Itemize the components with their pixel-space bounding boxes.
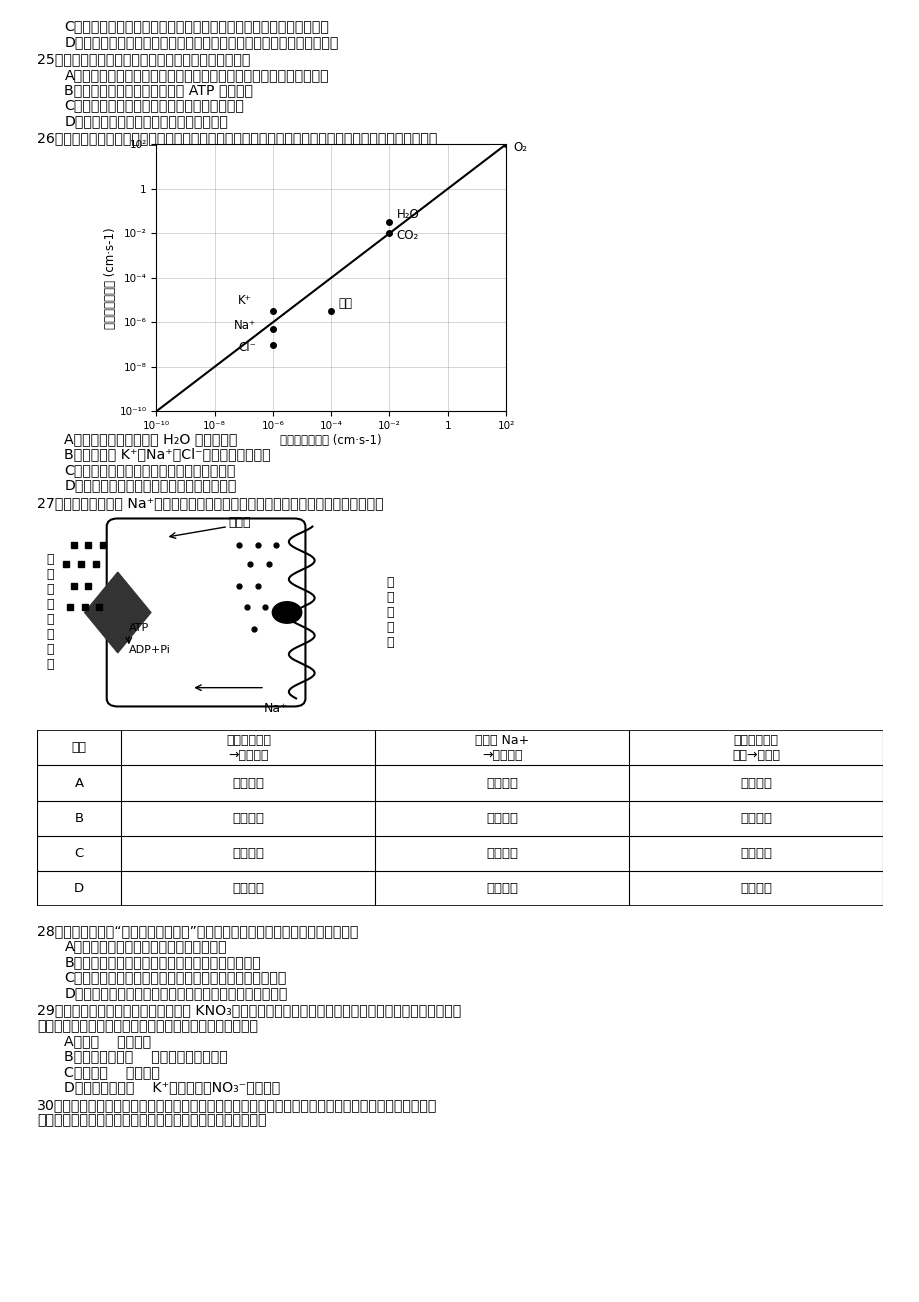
Text: D: D: [74, 881, 85, 894]
Text: 25．下列关于细胞结构和功能的叙述正确的是（　　）: 25．下列关于细胞结构和功能的叙述正确的是（ ）: [37, 52, 250, 66]
Text: 管腔中 Na+
→上皮细胞: 管腔中 Na+ →上皮细胞: [475, 734, 528, 762]
Text: C．用紫色洋葱鳞片叶外表皮不同部位观察到的质壁分离程度可能不同: C．用紫色洋葱鳞片叶外表皮不同部位观察到的质壁分离程度可能不同: [64, 20, 329, 34]
Text: 甘油: 甘油: [338, 297, 352, 310]
Text: 被动运输: 被动运输: [486, 881, 517, 894]
Text: 主动运输: 主动运输: [233, 776, 264, 789]
Text: C: C: [74, 846, 84, 859]
Text: 上皮细胞中氨
基酸→组织液: 上皮细胞中氨 基酸→组织液: [732, 734, 779, 762]
Text: 28．有同学在复习“细胞的结构和功能”时进行了如下归纳，其中有误的是（　　）: 28．有同学在复习“细胞的结构和功能”时进行了如下归纳，其中有误的是（ ）: [37, 924, 357, 939]
Polygon shape: [85, 572, 151, 652]
Text: 主动运输: 主动运输: [740, 776, 771, 789]
FancyBboxPatch shape: [107, 518, 305, 707]
Text: 被动运输: 被动运输: [740, 846, 771, 859]
Text: Na⁺: Na⁺: [264, 702, 288, 715]
Text: 分离及其复原有关的细胞器和相关生理过程分别是（　　）: 分离及其复原有关的细胞器和相关生理过程分别是（ ）: [37, 1018, 257, 1032]
Text: A．生物膜上存在着协助 H₂O 通过的物质: A．生物膜上存在着协助 H₂O 通过的物质: [64, 432, 237, 447]
Text: D．线粒体、液泡    K⁺主动运输、NO₃⁻自由扩散: D．线粒体、液泡 K⁺主动运输、NO₃⁻自由扩散: [64, 1081, 280, 1094]
Text: C．离子以易化（协助）扩散方式通过人工膜: C．离子以易化（协助）扩散方式通过人工膜: [64, 462, 235, 477]
X-axis label: 人工膜的通透性 (cm·s-1): 人工膜的通透性 (cm·s-1): [280, 434, 381, 447]
Text: B．线粒体、液泡    渗透作用、主动运输: B．线粒体、液泡 渗透作用、主动运输: [64, 1049, 228, 1064]
Text: 被动运输: 被动运输: [486, 811, 517, 824]
Text: 选项: 选项: [72, 741, 86, 754]
Text: C．在动物细胞有丝分裂过程中各种细胞器发生不均等分配: C．在动物细胞有丝分裂过程中各种细胞器发生不均等分配: [64, 970, 287, 984]
Text: A: A: [74, 776, 84, 789]
Text: 管腔中氨基酸
→上皮细胞: 管腔中氨基酸 →上皮细胞: [226, 734, 270, 762]
Circle shape: [272, 602, 301, 624]
Y-axis label: 生物膜的通透性 (cm·s-1): 生物膜的通透性 (cm·s-1): [104, 227, 117, 328]
Text: ADP+Pi: ADP+Pi: [129, 644, 171, 655]
Text: 29．将洋葱表皮细胞浸泡在一定浓度的 KNO₃溶液中，发生了质壁分离后又出现质壁分离复原现象，与质壁: 29．将洋葱表皮细胞浸泡在一定浓度的 KNO₃溶液中，发生了质壁分离后又出现质壁…: [37, 1004, 460, 1017]
Text: Na⁺: Na⁺: [233, 319, 255, 332]
Text: Cl⁻: Cl⁻: [238, 341, 255, 354]
Text: O₂: O₂: [513, 142, 527, 154]
Text: 被动运输: 被动运输: [740, 811, 771, 824]
Text: D．含有线粒体的生物既能进行有氧呼吸也能进行无氧呼吸: D．含有线粒体的生物既能进行有氧呼吸也能进行无氧呼吸: [64, 986, 288, 1000]
Text: 被动运输: 被动运输: [740, 881, 771, 894]
Text: D．分子的大小影响其通过人工膜的扩散速率: D．分子的大小影响其通过人工膜的扩散速率: [64, 478, 236, 492]
Text: B．核糖体是原核细胞和真核细胞共有的一种细胞器: B．核糖体是原核细胞和真核细胞共有的一种细胞器: [64, 956, 261, 969]
Text: ATP: ATP: [129, 624, 149, 633]
Text: C．线粒体    主动运输: C．线粒体 主动运输: [64, 1065, 160, 1079]
Text: 26．比较生物膜和人工膜（双层磷脂）对多种物质的通透性，结果如图。据此不能得出的推论是（　　）: 26．比较生物膜和人工膜（双层磷脂）对多种物质的通透性，结果如图。据此不能得出的…: [37, 132, 437, 146]
Text: H₂O: H₂O: [396, 208, 419, 221]
Text: B．线粒体是细胞内唯一能合成 ATP 的细胞器: B．线粒体是细胞内唯一能合成 ATP 的细胞器: [64, 83, 253, 98]
Text: 27．右图为氨基酸和 Na⁺进出肾小管上皮细胞的示意图。下表选项中正确的是（　　）: 27．右图为氨基酸和 Na⁺进出肾小管上皮细胞的示意图。下表选项中正确的是（ ）: [37, 496, 383, 510]
Text: 30．食醋中的醋酸成分是活细胞不需要的小分子物质，蔗糖则是活细胞所不需要的大分子物质。用食醋和: 30．食醋中的醋酸成分是活细胞不需要的小分子物质，蔗糖则是活细胞所不需要的大分子…: [37, 1098, 437, 1112]
Text: 肾
小
管
管
腔: 肾 小 管 管 腔: [386, 575, 393, 648]
Text: 主动运输: 主动运输: [233, 881, 264, 894]
Text: A．具有双层膜的细胞器有线粒体和叶绿体: A．具有双层膜的细胞器有线粒体和叶绿体: [64, 940, 227, 953]
Text: CO₂: CO₂: [396, 229, 418, 242]
Text: 蔗糖可将新鲜的大蒜头很快地腌成糖醋蒜。其原因是（　　）: 蔗糖可将新鲜的大蒜头很快地腌成糖醋蒜。其原因是（ ）: [37, 1113, 266, 1128]
Text: A．溶酶体内的酶是由内质网、高尔基体加工后的蛋白质经囊泡运入的: A．溶酶体内的酶是由内质网、高尔基体加工后的蛋白质经囊泡运入的: [64, 68, 329, 82]
Text: 被动运输: 被动运输: [233, 846, 264, 859]
Text: K⁺: K⁺: [238, 294, 252, 307]
Text: 氨基酸: 氨基酸: [228, 516, 250, 529]
Text: B: B: [74, 811, 84, 824]
Text: 肾
小
管
周
围
组
织
液: 肾 小 管 周 围 组 织 液: [46, 553, 53, 672]
Text: 被动运输: 被动运输: [486, 776, 517, 789]
Text: C．有中心体的细胞一定不会发生质壁分离现象: C．有中心体的细胞一定不会发生质壁分离现象: [64, 99, 244, 113]
Text: B．生物膜对 K⁺、Na⁺、Cl⁻的通透具有选择性: B．生物膜对 K⁺、Na⁺、Cl⁻的通透具有选择性: [64, 448, 271, 461]
Text: D．性激素的合成与核糖体、高尔基体有关: D．性激素的合成与核糖体、高尔基体有关: [64, 115, 228, 128]
Text: A．液泡    主动运输: A．液泡 主动运输: [64, 1034, 152, 1048]
Text: 主动运输: 主动运输: [486, 846, 517, 859]
Text: 被动运输: 被动运输: [233, 811, 264, 824]
Text: D．紫色洋葱鳞片叶外表皮细胞的液泡中有色素，有利于实验现象的观察: D．紫色洋葱鳞片叶外表皮细胞的液泡中有色素，有利于实验现象的观察: [64, 35, 338, 49]
